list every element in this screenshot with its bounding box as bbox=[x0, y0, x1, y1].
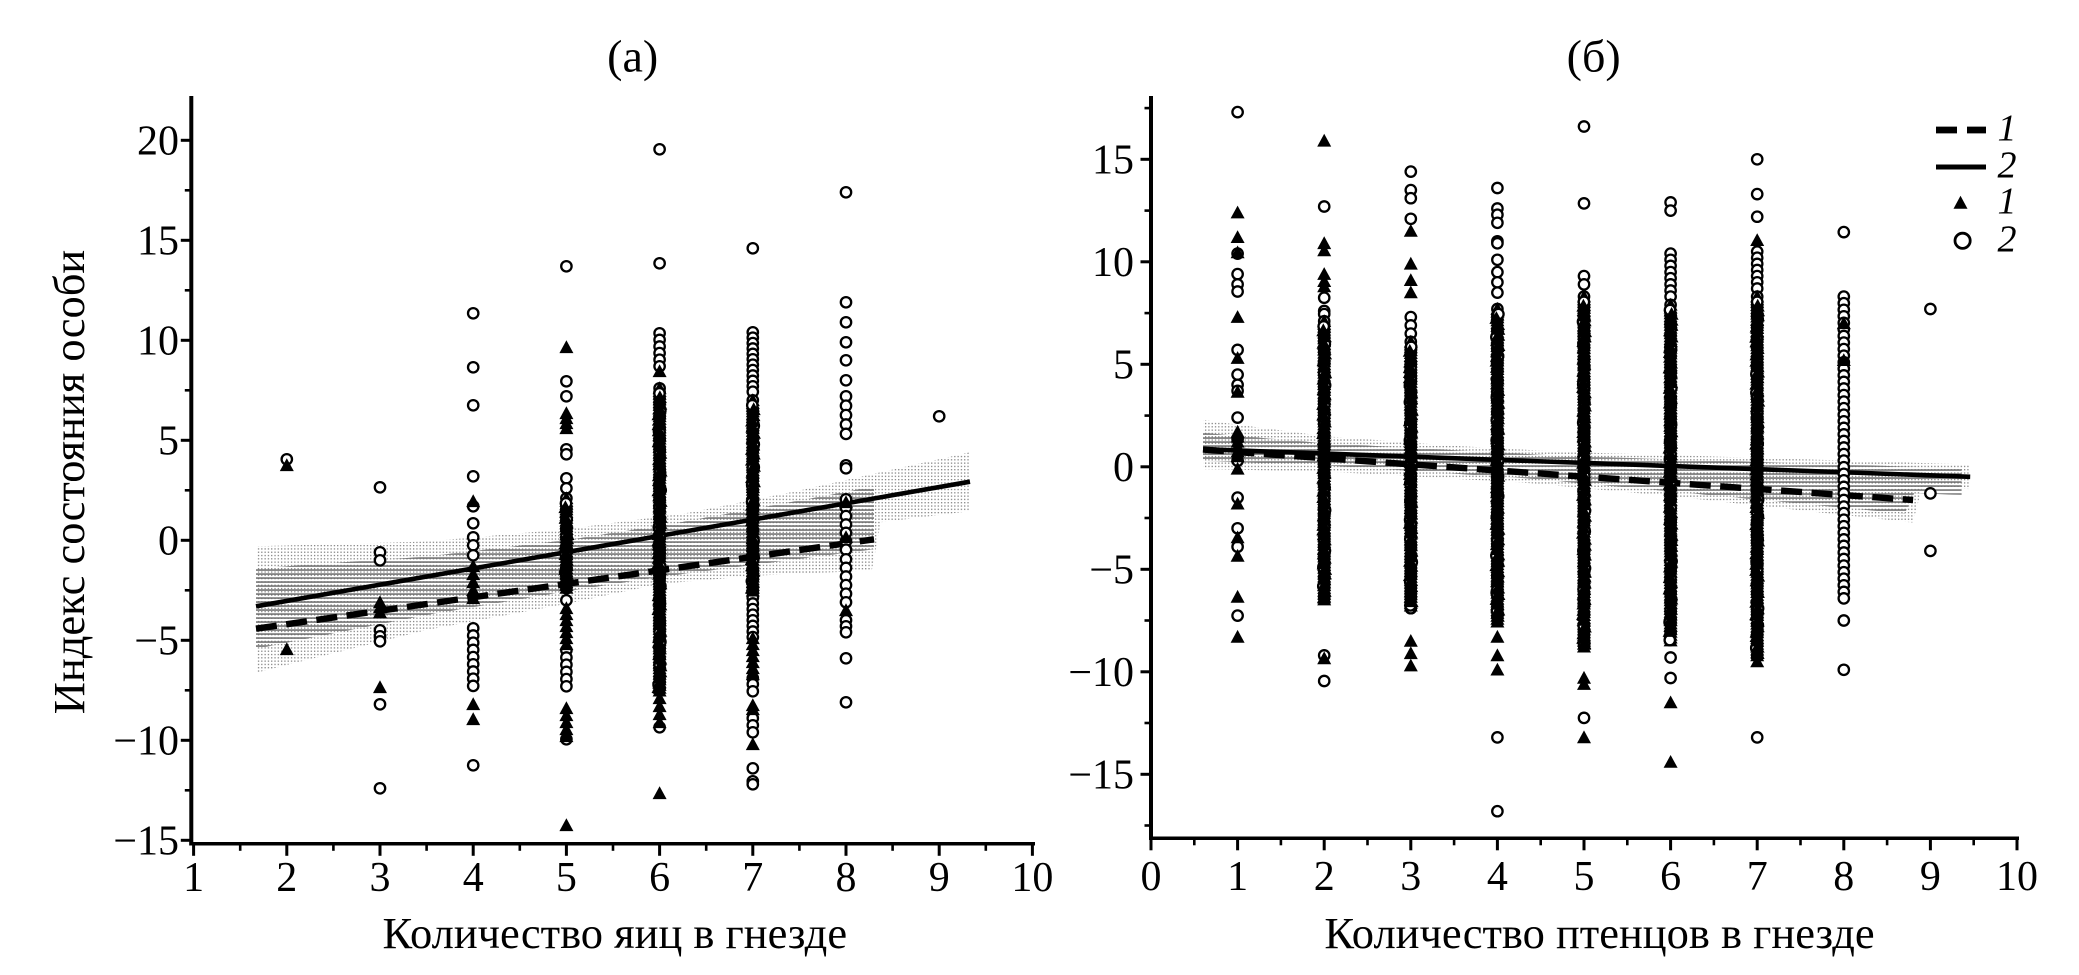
svg-text:2: 2 bbox=[1998, 145, 2017, 187]
svg-text:4: 4 bbox=[1487, 854, 1508, 900]
svg-text:0: 0 bbox=[158, 518, 179, 564]
svg-text:6: 6 bbox=[649, 855, 670, 901]
svg-text:−10: −10 bbox=[1068, 650, 1134, 696]
svg-text:10: 10 bbox=[1011, 855, 1053, 901]
svg-text:10: 10 bbox=[137, 318, 179, 364]
svg-text:(а): (а) bbox=[607, 31, 658, 82]
svg-text:5: 5 bbox=[1113, 342, 1134, 388]
svg-text:−5: −5 bbox=[134, 618, 179, 664]
svg-text:2: 2 bbox=[1998, 219, 2017, 261]
svg-text:−5: −5 bbox=[1089, 547, 1134, 593]
svg-text:15: 15 bbox=[137, 218, 179, 264]
svg-text:3: 3 bbox=[1400, 854, 1421, 900]
svg-text:7: 7 bbox=[1747, 854, 1768, 900]
svg-text:0: 0 bbox=[1113, 445, 1134, 491]
svg-text:6: 6 bbox=[1660, 854, 1681, 900]
svg-text:5: 5 bbox=[1574, 854, 1595, 900]
svg-text:3: 3 bbox=[370, 855, 391, 901]
svg-text:−15: −15 bbox=[1068, 752, 1134, 798]
svg-text:1: 1 bbox=[183, 855, 204, 901]
svg-text:1: 1 bbox=[1998, 181, 2017, 223]
svg-text:2: 2 bbox=[1314, 854, 1335, 900]
svg-text:10: 10 bbox=[1996, 854, 2038, 900]
svg-text:2: 2 bbox=[276, 855, 297, 901]
svg-text:−10: −10 bbox=[113, 718, 179, 764]
svg-text:8: 8 bbox=[1833, 854, 1854, 900]
svg-text:9: 9 bbox=[1920, 854, 1941, 900]
svg-text:0: 0 bbox=[1141, 854, 1162, 900]
svg-text:10: 10 bbox=[1092, 240, 1134, 286]
svg-text:(б): (б) bbox=[1567, 31, 1621, 82]
svg-text:−15: −15 bbox=[113, 818, 179, 864]
svg-text:Количество птенцов в гнезде: Количество птенцов в гнезде bbox=[1324, 908, 1874, 958]
svg-text:Количество яиц в гнезде: Количество яиц в гнезде bbox=[383, 908, 848, 958]
svg-text:8: 8 bbox=[836, 855, 857, 901]
svg-text:9: 9 bbox=[929, 855, 950, 901]
svg-text:5: 5 bbox=[556, 855, 577, 901]
svg-text:1: 1 bbox=[1227, 854, 1248, 900]
svg-text:7: 7 bbox=[742, 855, 763, 901]
svg-text:4: 4 bbox=[463, 855, 484, 901]
svg-text:15: 15 bbox=[1092, 137, 1134, 183]
svg-text:5: 5 bbox=[158, 418, 179, 464]
svg-text:20: 20 bbox=[137, 118, 179, 164]
svg-text:Индекс состояния особи: Индекс состояния особи bbox=[44, 250, 94, 714]
svg-text:1: 1 bbox=[1998, 108, 2017, 150]
